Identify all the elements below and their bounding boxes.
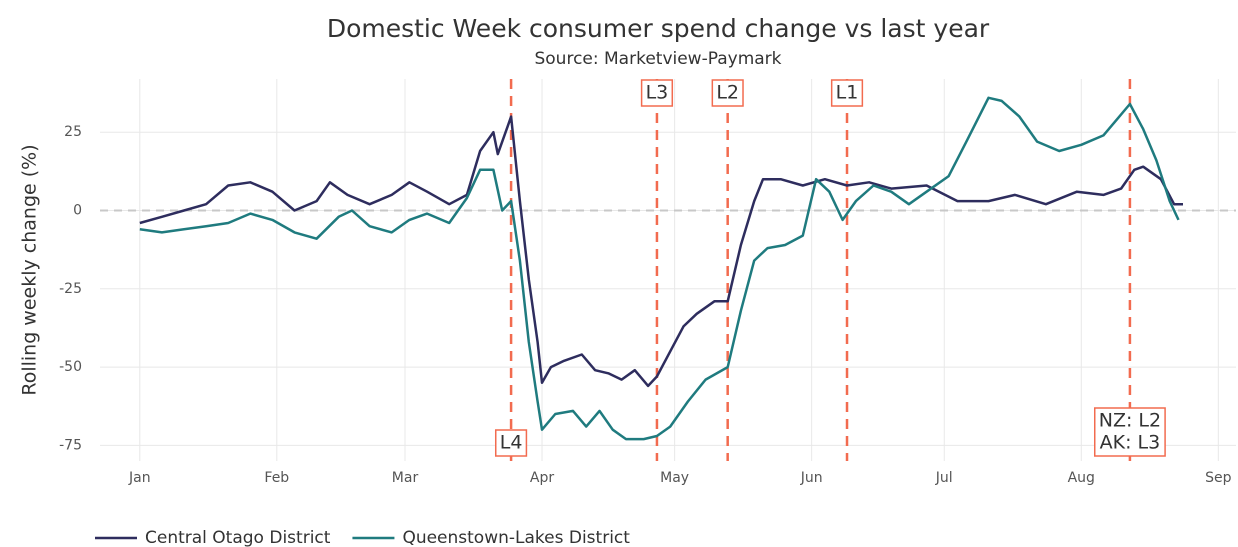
annotation-box xyxy=(711,79,744,107)
series-line xyxy=(139,96,1180,441)
annotation: L2 xyxy=(711,79,744,107)
y-axis-label: Rolling weekly change (%) xyxy=(19,144,41,395)
x-tick-label: Aug xyxy=(1068,470,1095,486)
y-tick-label: -75 xyxy=(59,437,82,453)
y-tick-label: 0 xyxy=(73,203,82,219)
annotation-label: L3 xyxy=(646,82,669,104)
series-line xyxy=(139,115,1183,388)
x-tick-label: Jul xyxy=(935,470,953,486)
annotation: L1 xyxy=(830,79,864,107)
annotation-label: NZ: L2 xyxy=(1099,410,1161,432)
annotation: L4 xyxy=(494,429,528,457)
y-tick-label: -50 xyxy=(59,359,82,375)
annotation-label: AK: L3 xyxy=(1100,432,1161,454)
annotation-box xyxy=(830,79,864,107)
chart-title: Domestic Week consumer spend change vs l… xyxy=(327,14,990,43)
legend-label: Central Otago District xyxy=(145,528,331,547)
annotation: L3 xyxy=(640,79,674,107)
y-tick-label: 25 xyxy=(64,124,82,140)
x-tick-label: Mar xyxy=(392,470,419,486)
annotation-box xyxy=(494,429,528,457)
annotation-label: L4 xyxy=(500,432,523,454)
x-tick-label: May xyxy=(660,470,689,486)
x-tick-label: Jan xyxy=(128,470,151,486)
x-tick-label: Sep xyxy=(1205,470,1232,486)
annotation-box xyxy=(1093,407,1166,457)
legend-label: Queenstown-Lakes District xyxy=(402,528,630,547)
chart-subtitle: Source: Marketview-Paymark xyxy=(534,49,781,69)
annotation-box xyxy=(640,79,674,107)
annotation-label: L2 xyxy=(716,82,739,104)
x-tick-label: Feb xyxy=(264,470,289,486)
x-tick-label: Jun xyxy=(800,470,823,486)
y-tick-label: -25 xyxy=(59,281,82,297)
annotation-label: L1 xyxy=(836,82,859,104)
x-tick-label: Apr xyxy=(530,470,554,486)
